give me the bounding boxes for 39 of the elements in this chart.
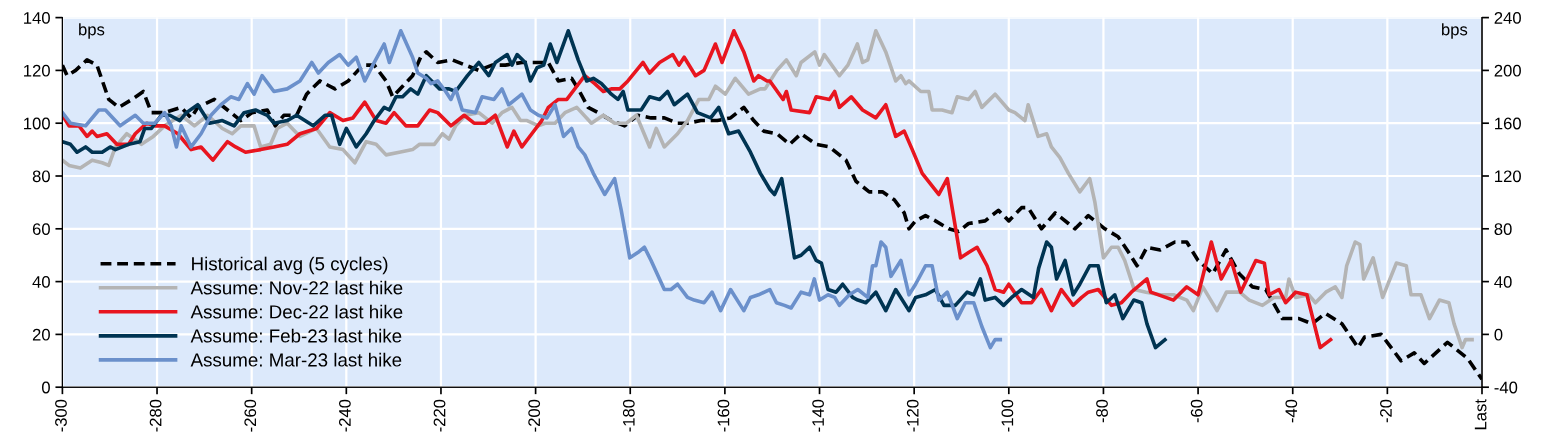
legend-label: Assume: Feb-23 last hike — [190, 328, 402, 343]
y2-tick-label: 200 — [1494, 64, 1521, 77]
y2-tick-label: 80 — [1494, 223, 1512, 235]
x-tick-label: -260 — [244, 399, 257, 432]
legend-label: Assume: Nov-22 last hike — [190, 280, 403, 295]
x-tick-label: -160 — [717, 399, 730, 432]
y2-tick-label: 160 — [1495, 117, 1521, 130]
y-tick-label: 140 — [24, 12, 50, 24]
x-tick-label: -280 — [149, 399, 162, 432]
y2-tick-label: 240 — [1494, 12, 1521, 24]
y2-tick-label: -40 — [1494, 381, 1518, 394]
y2-tick-label: 120 — [1495, 170, 1521, 183]
x-tick-label: -20 — [1380, 399, 1392, 423]
x-tick-label: -80 — [1096, 399, 1108, 423]
x-tick-label: -60 — [1190, 399, 1203, 423]
legend-label: Historical avg (5 cycles) — [192, 256, 388, 275]
x-tick-label: -220 — [433, 399, 446, 432]
y2-tick-label: 40 — [1494, 276, 1512, 288]
legend-label: Assume: Mar-23 last hike — [190, 352, 402, 367]
y-tick-label: 60 — [32, 223, 50, 235]
legend-label: Assume: Dec-22 last hike — [190, 304, 403, 319]
y-tick-label: 120 — [24, 64, 50, 77]
y-tick-label: 0 — [41, 381, 50, 394]
x-tick-label: -120 — [906, 399, 919, 432]
y2-axis-title: bps — [1442, 23, 1468, 39]
x-tick-label: Last — [1474, 399, 1487, 430]
x-tick-label: -180 — [622, 399, 635, 432]
y-axis-title: bps — [79, 23, 105, 39]
x-tick-label: -300 — [55, 399, 67, 432]
x-tick-label: -140 — [812, 399, 824, 432]
x-tick-label: -200 — [528, 399, 541, 432]
y2-tick-label: 0 — [1494, 328, 1503, 341]
x-tick-label: -240 — [338, 399, 351, 432]
x-tick-label: -40 — [1285, 399, 1298, 423]
y-tick-label: 20 — [32, 328, 50, 341]
y-tick-label: 40 — [32, 276, 50, 288]
y-tick-label: 80 — [32, 170, 50, 183]
y-tick-label: 100 — [24, 117, 50, 130]
x-tick-label: -100 — [1001, 399, 1014, 432]
